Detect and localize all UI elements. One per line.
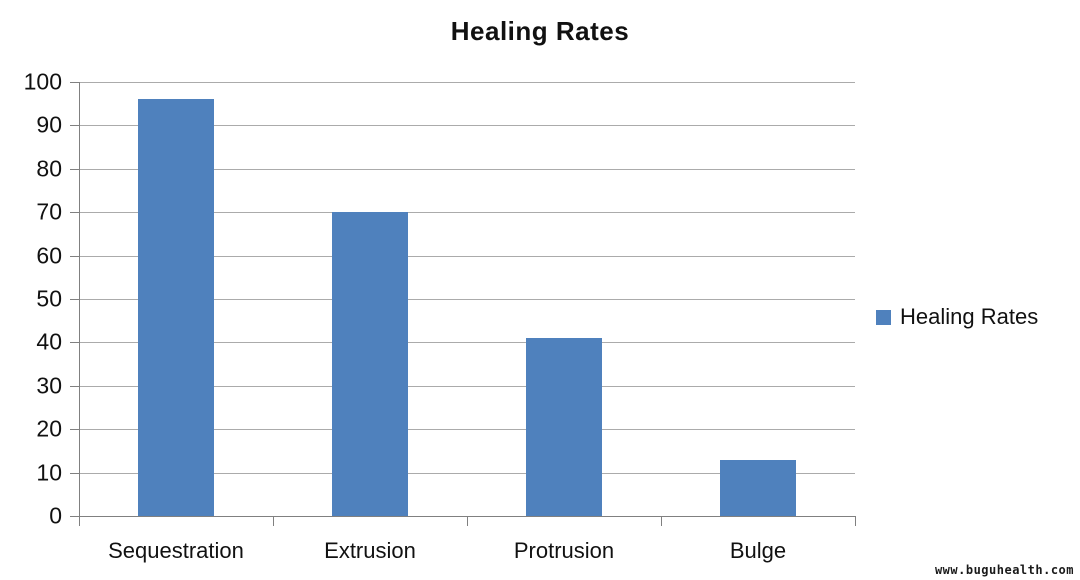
gridline-30: [79, 385, 855, 387]
y-axis-line: [79, 82, 80, 526]
y-tick-label: 50: [36, 285, 62, 312]
bar-bulge: [720, 459, 796, 516]
y-axis-tick: [70, 429, 79, 431]
x-axis-tick: [661, 516, 662, 526]
y-tick-label: 20: [36, 415, 62, 442]
gridline-40: [79, 342, 855, 344]
y-axis-tick: [70, 472, 79, 474]
y-tick-label: 40: [36, 328, 62, 355]
y-axis-tick: [70, 385, 79, 387]
x-axis-tick: [467, 516, 468, 526]
gridline-20: [79, 429, 855, 431]
legend: Healing Rates: [876, 304, 1038, 330]
y-axis-tick: [70, 212, 79, 214]
x-category-label: Protrusion: [513, 538, 615, 563]
watermark: www.buguhealth.com: [934, 563, 1074, 577]
x-axis-tick: [273, 516, 274, 526]
bar-sequestration: [138, 99, 214, 516]
gridline-90: [79, 125, 855, 127]
y-tick-label: 80: [36, 155, 62, 182]
chart-title: Healing Rates: [450, 16, 630, 46]
y-axis-tick: [70, 342, 79, 344]
y-tick-label: 60: [36, 242, 62, 269]
y-axis-tick: [70, 255, 79, 257]
legend-label: Healing Rates: [900, 304, 1039, 329]
x-category-label: Bulge: [729, 538, 787, 563]
x-category-label: Sequestration: [108, 538, 244, 563]
y-axis-tick: [70, 516, 79, 517]
legend-swatch-icon: [876, 309, 891, 325]
gridline-70: [79, 212, 855, 214]
gridline-60: [79, 255, 855, 257]
y-tick-label: 100: [23, 68, 62, 95]
x-axis-tick: [855, 516, 856, 526]
gridline-10: [79, 472, 855, 474]
y-tick-label: 0: [49, 502, 62, 529]
gridline-100: [79, 82, 855, 83]
y-axis-tick: [70, 168, 79, 170]
x-category-label: Extrusion: [324, 538, 416, 563]
y-tick-label: 90: [36, 111, 62, 138]
y-tick-label: 30: [36, 372, 62, 399]
y-axis-tick: [70, 82, 79, 83]
gridline-80: [79, 168, 855, 170]
y-axis-tick: [70, 125, 79, 127]
y-tick-label: 10: [36, 459, 62, 486]
gridline-50: [79, 299, 855, 300]
y-axis-tick: [70, 299, 79, 300]
y-tick-label: 70: [36, 198, 62, 225]
bar-extrusion: [332, 212, 408, 516]
bar-protrusion: [526, 338, 602, 516]
